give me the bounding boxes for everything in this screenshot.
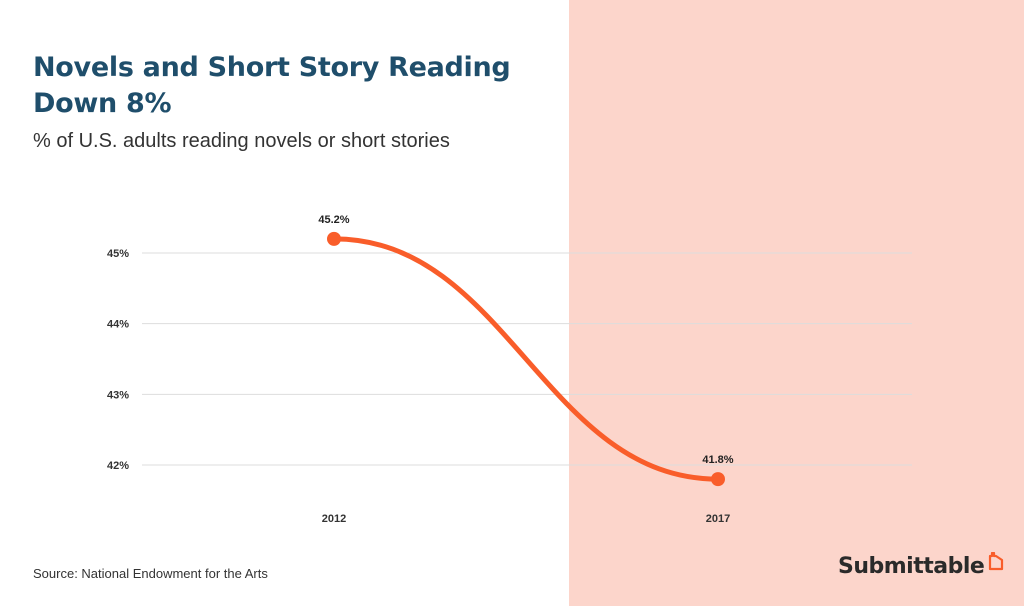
brand-name: Submittable	[838, 554, 985, 579]
x-tick-label: 2012	[322, 513, 346, 525]
y-tick-label: 44%	[107, 319, 129, 331]
data-point	[711, 472, 725, 487]
y-tick-label: 43%	[107, 389, 129, 401]
data-label: 41.8%	[702, 454, 733, 466]
y-tick-label: 42%	[107, 460, 129, 472]
x-tick-label: 2017	[706, 513, 730, 525]
submittable-logo-icon	[989, 552, 1004, 571]
brand-logo: Submittable	[838, 552, 1004, 579]
y-tick-label: 45%	[107, 248, 129, 260]
highlight-band	[569, 0, 1024, 606]
chart-title: Novels and Short Story Reading Down 8%	[33, 52, 511, 119]
series-line	[331, 236, 721, 482]
chart-subtitle: % of U.S. adults reading novels or short…	[33, 130, 450, 152]
data-point	[327, 231, 341, 246]
data-label: 45.2%	[318, 214, 349, 226]
source-note: Source: National Endowment for the Arts	[33, 566, 268, 581]
